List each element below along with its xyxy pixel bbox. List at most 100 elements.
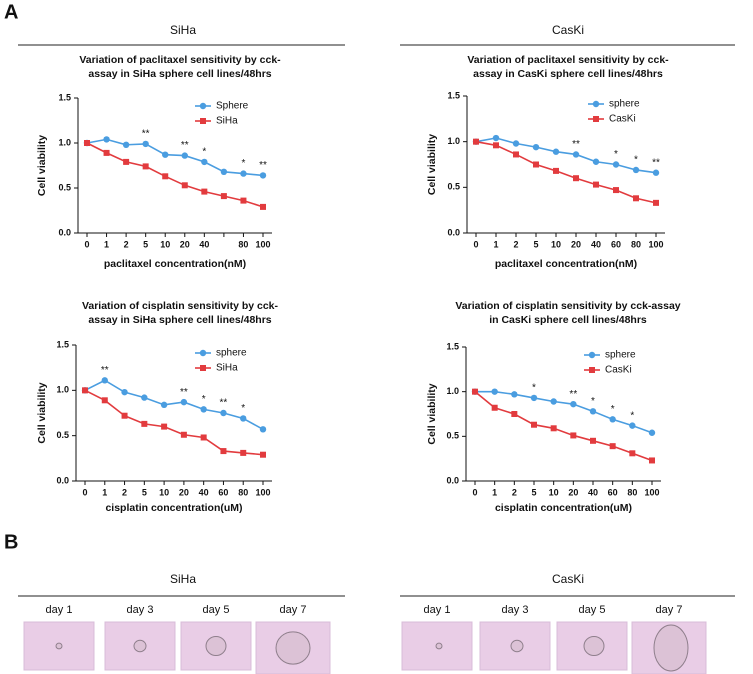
y-tick-label: 1.5 [58,92,71,102]
point [181,152,188,159]
chart-title: assay in CasKi sphere cell lines/48hrs [473,68,663,80]
point [570,432,577,439]
significance: ** [220,398,228,409]
point [181,182,188,189]
significance: ** [142,129,150,140]
legend-label: CasKi [605,365,632,376]
x-axis-label: paclitaxel concentration(nM) [495,258,637,270]
y-tick-label: 1.0 [447,136,460,146]
x-tick-label: 40 [591,239,601,249]
significance: * [630,410,634,421]
x-axis-label: cisplatin concentration(uM) [495,502,632,514]
legend-marker [588,351,596,359]
legend-marker [200,365,206,371]
x-tick-label: 0 [472,487,477,497]
x-tick-label: 40 [199,487,209,497]
point [220,448,227,455]
x-tick-label: 20 [568,487,578,497]
point [493,142,499,149]
point [613,187,619,194]
significance: * [241,403,245,414]
day-label: day 1 [424,604,451,616]
point [491,404,498,411]
x-tick-label: 0 [82,487,87,497]
point [240,197,247,204]
x-tick-label: 80 [238,487,248,497]
significance: ** [259,160,267,171]
series-line [475,390,653,434]
point [259,426,267,433]
series-line [475,140,657,204]
point [162,151,169,158]
chart-title: assay in SiHa sphere cell lines/48hrs [88,314,271,326]
significance: * [241,158,245,169]
point [590,437,596,444]
y-tick-label: 1.0 [56,385,69,395]
legend-label: SiHa [216,363,238,374]
significance: * [202,394,206,405]
x-tick-label: 1 [104,239,109,249]
point [101,397,108,404]
point [592,158,600,165]
point [121,388,128,396]
y-tick-label: 0.5 [56,430,69,440]
x-tick-label: 80 [631,239,641,249]
point [511,411,518,417]
y-tick-label: 0.0 [56,475,69,485]
x-tick-label: 80 [627,487,637,497]
cell-sphere [55,642,63,650]
point [103,136,110,143]
significance: * [614,149,618,160]
y-tick-label: 1.5 [446,341,459,351]
x-tick-label: 10 [159,487,169,497]
point [122,141,130,148]
point [609,443,616,450]
x-tick-label: 100 [648,239,663,249]
point [220,409,227,417]
legend-marker [593,116,599,122]
day-label: day 3 [127,604,154,616]
y-tick-label: 0.0 [446,475,459,485]
point [472,388,478,395]
x-tick-label: 100 [644,487,659,497]
y-tick-label: 1.0 [446,386,459,396]
point [141,420,148,427]
significance: ** [569,389,577,400]
chart-title: Variation of cisplatin sensitivity by cc… [82,300,279,312]
point [532,143,540,151]
point [629,422,636,429]
series-line [86,138,264,177]
point [220,193,227,200]
day-label: day 7 [656,604,683,616]
point [629,450,636,457]
series-line [84,389,264,456]
x-tick-label: 20 [571,239,581,249]
point [260,203,266,210]
legend-marker [199,349,207,357]
x-tick-label: 60 [608,487,618,497]
point [141,394,148,401]
y-tick-label: 1.5 [56,339,69,349]
legend-label: sphere [216,348,247,359]
point [160,401,168,409]
point [201,158,208,166]
significance: * [591,396,595,407]
point [180,398,188,406]
panel-label: A [4,1,18,23]
point [513,151,519,158]
day-label: day 5 [579,604,606,616]
cell-sphere [435,642,443,650]
x-tick-label: 2 [512,487,517,497]
cell-sphere [275,631,311,665]
point [652,169,660,176]
significance: ** [180,387,188,398]
y-tick-label: 0.0 [58,227,71,237]
point [84,140,90,146]
x-tick-label: 40 [199,239,209,249]
y-tick-label: 0.5 [58,182,71,192]
point [240,449,247,456]
x-tick-label: 10 [551,239,561,249]
point [200,406,207,413]
x-tick-label: 2 [122,487,127,497]
significance: * [202,147,206,158]
